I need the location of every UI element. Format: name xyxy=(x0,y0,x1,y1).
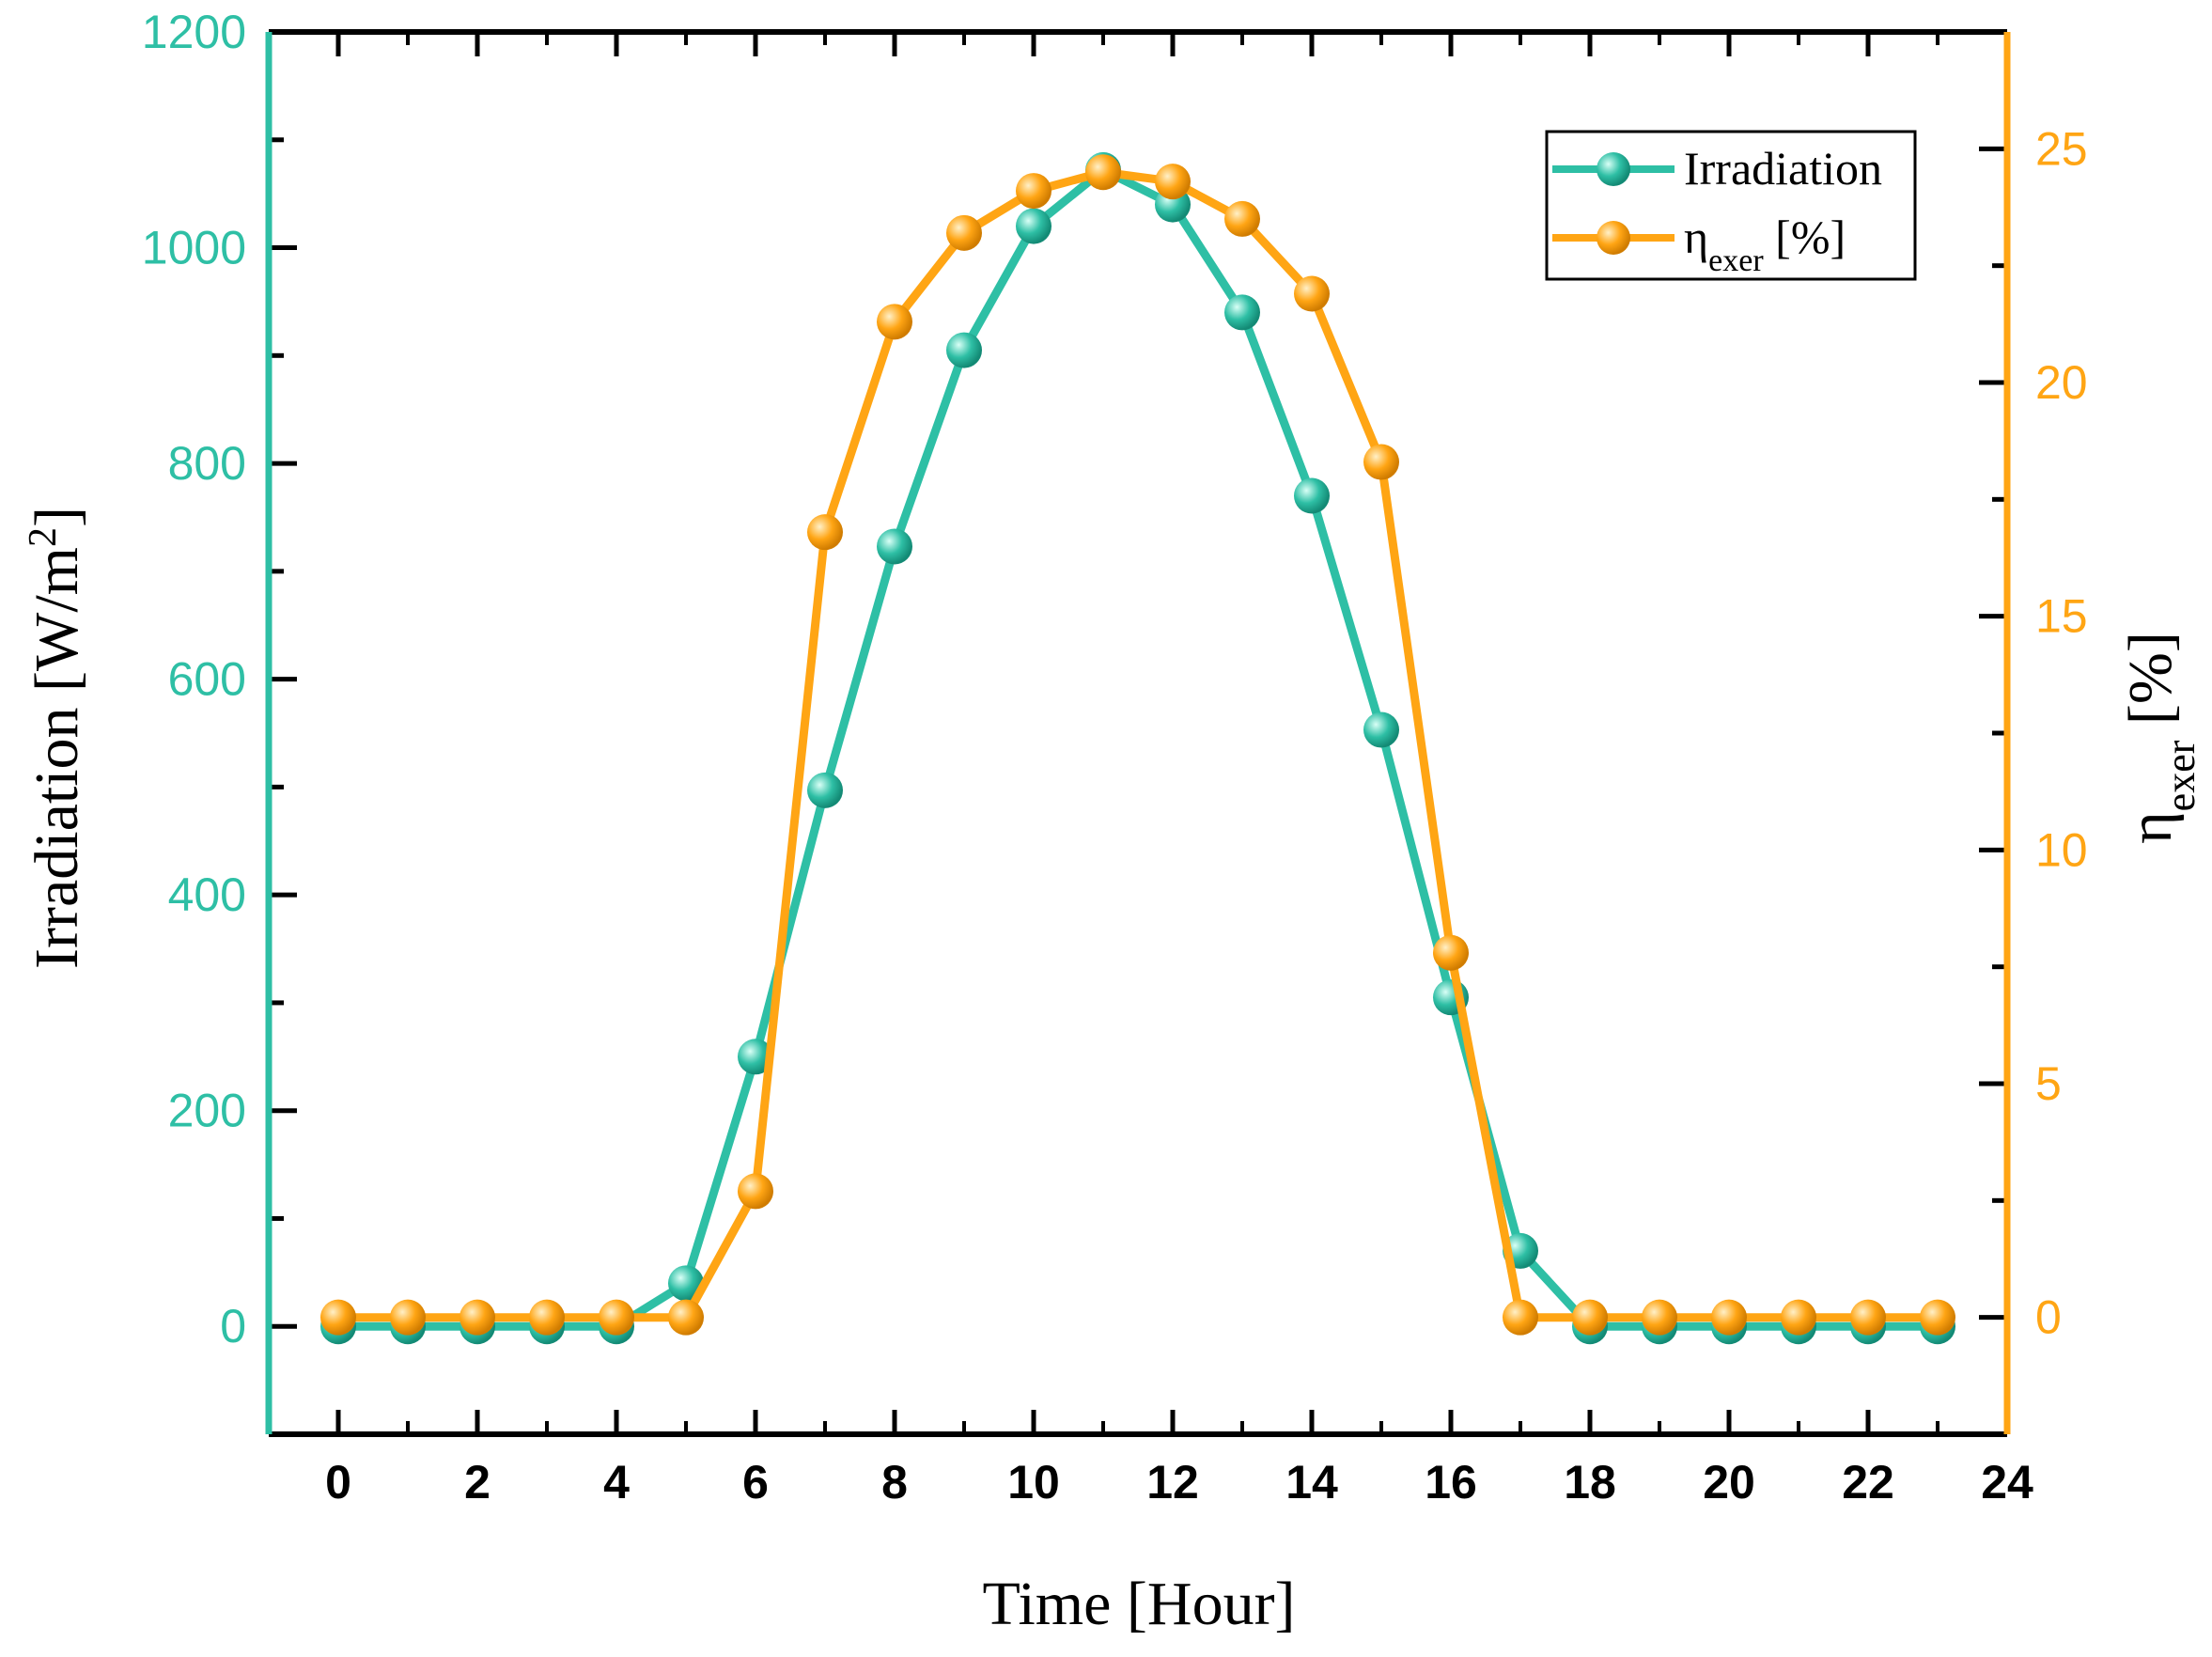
x-tick-label-8: 8 xyxy=(881,1456,908,1508)
x-tick-label-10: 10 xyxy=(1007,1456,1060,1508)
y-right-tick-label-0: 0 xyxy=(2035,1291,2062,1344)
y-left-tick-label-1000: 1000 xyxy=(142,222,246,274)
x-axis-title: Time [Hour] xyxy=(982,1570,1295,1638)
y-axis-left-title-close: ] xyxy=(23,507,91,527)
point-efficiency-1 xyxy=(390,1299,426,1336)
point-efficiency-12 xyxy=(1155,164,1191,200)
x-tick-label-20: 20 xyxy=(1703,1456,1755,1508)
point-efficiency-7 xyxy=(807,514,843,551)
point-efficiency-5 xyxy=(668,1299,704,1336)
point-efficiency-3 xyxy=(529,1299,565,1336)
legend-marker-efficiency xyxy=(1597,221,1630,255)
point-efficiency-6 xyxy=(738,1173,773,1210)
y-left-tick-label-600: 600 xyxy=(168,653,246,706)
point-efficiency-23 xyxy=(1920,1299,1955,1336)
y-left-tick-label-800: 800 xyxy=(168,437,246,490)
point-efficiency-15 xyxy=(1363,444,1399,480)
x-tick-label-2: 2 xyxy=(464,1456,491,1508)
y-axis-right-title-rest: [%] xyxy=(2116,632,2185,740)
y-left-tick-label-0: 0 xyxy=(220,1300,246,1352)
point-efficiency-10 xyxy=(1016,173,1051,210)
point-efficiency-4 xyxy=(599,1299,634,1336)
y-right-tick-label-5: 5 xyxy=(2035,1057,2062,1110)
point-irradiation-7 xyxy=(807,772,843,808)
point-efficiency-17 xyxy=(1503,1299,1538,1336)
legend-label-efficiency-sub: exer xyxy=(1708,243,1764,278)
x-tick-label-18: 18 xyxy=(1564,1456,1616,1508)
y-right-tick-label-25: 25 xyxy=(2035,122,2088,175)
y-axis-right-title-symbol: η xyxy=(2116,811,2185,844)
y-left-tick-label-400: 400 xyxy=(168,868,246,921)
legend-label-efficiency-rest: [%] xyxy=(1764,211,1846,263)
y-right-tick-label-20: 20 xyxy=(2035,356,2088,409)
point-efficiency-11 xyxy=(1085,154,1121,191)
point-irradiation-5 xyxy=(668,1265,704,1302)
legend-marker-irradiation xyxy=(1597,152,1630,186)
point-efficiency-0 xyxy=(320,1299,356,1336)
point-efficiency-8 xyxy=(877,304,912,340)
point-efficiency-22 xyxy=(1850,1299,1886,1336)
point-irradiation-8 xyxy=(877,528,912,565)
point-efficiency-20 xyxy=(1711,1299,1747,1336)
y-left-tick-label-200: 200 xyxy=(168,1085,246,1137)
series-layer xyxy=(320,151,1955,1345)
x-tick-label-14: 14 xyxy=(1285,1456,1338,1508)
point-irradiation-10 xyxy=(1016,208,1051,244)
legend-label-efficiency-symbol: η xyxy=(1684,211,1708,263)
x-tick-label-12: 12 xyxy=(1146,1456,1199,1508)
x-tick-label-4: 4 xyxy=(603,1456,630,1508)
point-irradiation-14 xyxy=(1294,477,1330,514)
y-axis-left-title-text: Irradiation [W/m xyxy=(23,547,91,969)
point-efficiency-13 xyxy=(1224,200,1260,237)
x-tick-label-6: 6 xyxy=(742,1456,769,1508)
y-axis-right-title-sub: exer xyxy=(2157,740,2204,811)
point-irradiation-9 xyxy=(946,332,982,368)
legend-label-irradiation: Irradiation xyxy=(1684,142,1882,195)
x-tick-label-24: 24 xyxy=(1981,1456,2033,1508)
point-efficiency-19 xyxy=(1642,1299,1677,1336)
y-axis-right-title: ηexer [%] xyxy=(2116,632,2204,844)
legend: Irradiation ηexer [%] xyxy=(1545,130,1917,281)
y-axis-left-title: Irradiation [W/m2] xyxy=(22,507,91,969)
y-right-tick-label-15: 15 xyxy=(2035,590,2088,643)
point-efficiency-18 xyxy=(1572,1299,1608,1336)
series-line-irradiation xyxy=(338,165,1938,1331)
point-efficiency-14 xyxy=(1294,275,1330,312)
point-efficiency-9 xyxy=(946,214,982,251)
point-irradiation-15 xyxy=(1363,711,1399,748)
point-efficiency-2 xyxy=(460,1299,495,1336)
series-line-efficiency xyxy=(338,167,1938,1322)
point-efficiency-21 xyxy=(1781,1299,1816,1336)
x-tick-label-0: 0 xyxy=(325,1456,351,1508)
x-tick-label-16: 16 xyxy=(1425,1456,1477,1508)
y-left-tick-label-1200: 1200 xyxy=(142,6,246,58)
x-tick-label-22: 22 xyxy=(1842,1456,1894,1508)
ticks-layer: 0 2 4 6 8 10 12 14 16 18 20 22 240200400600800100012… xyxy=(142,6,2088,1508)
point-irradiation-13 xyxy=(1224,294,1260,331)
point-irradiation-6 xyxy=(738,1039,773,1075)
point-efficiency-16 xyxy=(1433,934,1469,971)
y-axis-left-title-sup: 2 xyxy=(22,527,65,547)
legend-label-efficiency: ηexer [%] xyxy=(1684,211,1846,278)
y-right-tick-label-10: 10 xyxy=(2035,823,2088,876)
